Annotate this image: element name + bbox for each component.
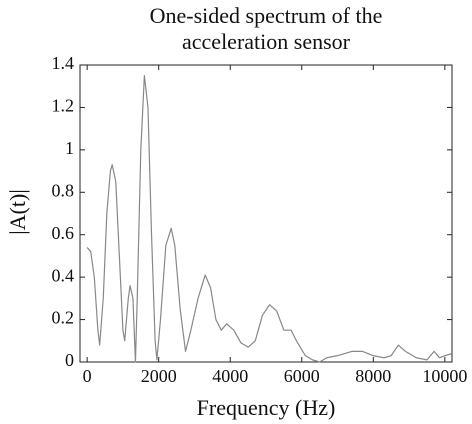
chart-title: One-sided spectrum of the bbox=[150, 3, 383, 28]
x-axis-label: Frequency (Hz) bbox=[197, 395, 336, 420]
x-tick-label: 2000 bbox=[141, 366, 177, 386]
x-tick-label: 10000 bbox=[422, 366, 467, 386]
y-tick-label: 1 bbox=[65, 138, 74, 158]
data-line bbox=[86, 75, 453, 363]
y-tick-label: 0.2 bbox=[52, 308, 75, 328]
x-tick-label: 8000 bbox=[355, 366, 391, 386]
x-tick-label: 0 bbox=[83, 366, 92, 386]
y-tick-label: 1.4 bbox=[52, 53, 75, 73]
y-tick-label: 0.6 bbox=[52, 223, 75, 243]
y-tick-label: 0.8 bbox=[52, 180, 75, 200]
y-tick-label: 1.2 bbox=[52, 96, 75, 116]
chart-title: acceleration sensor bbox=[182, 29, 351, 54]
plot-frame bbox=[79, 64, 453, 363]
y-axis-label: |A(t)| bbox=[5, 189, 30, 234]
x-tick-label: 4000 bbox=[212, 366, 248, 386]
y-tick-label: 0 bbox=[65, 350, 74, 370]
x-tick-label: 6000 bbox=[284, 366, 320, 386]
y-tick-label: 0.4 bbox=[52, 265, 75, 285]
